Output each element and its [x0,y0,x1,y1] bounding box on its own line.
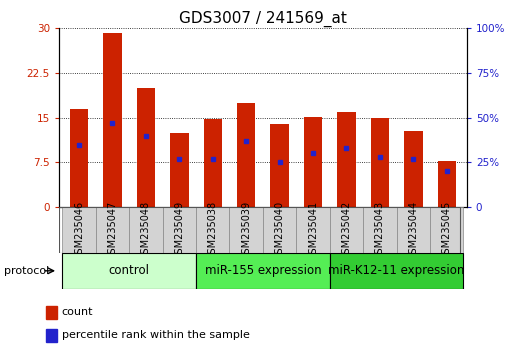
Text: percentile rank within the sample: percentile rank within the sample [62,330,250,341]
Bar [103,33,122,207]
FancyBboxPatch shape [129,207,163,253]
Text: GSM235046: GSM235046 [74,200,84,260]
Text: GSM235049: GSM235049 [174,200,184,260]
Text: protocol: protocol [4,266,49,276]
FancyBboxPatch shape [196,207,229,253]
FancyBboxPatch shape [63,207,96,253]
Text: GSM235038: GSM235038 [208,200,218,260]
Bar [404,131,423,207]
Bar [137,88,155,207]
Text: GSM235044: GSM235044 [408,200,418,260]
Bar [170,133,189,207]
Bar [270,124,289,207]
FancyBboxPatch shape [297,207,330,253]
FancyBboxPatch shape [363,207,397,253]
Text: GSM235047: GSM235047 [108,200,117,260]
FancyBboxPatch shape [397,207,430,253]
Text: miR-K12-11 expression: miR-K12-11 expression [328,264,465,277]
Text: GSM235043: GSM235043 [375,200,385,260]
Text: GSM235039: GSM235039 [241,200,251,260]
Bar [46,306,57,319]
Text: GSM235045: GSM235045 [442,200,452,260]
FancyBboxPatch shape [63,253,196,289]
Text: GSM235041: GSM235041 [308,200,318,260]
Bar [337,112,356,207]
Text: GSM235040: GSM235040 [274,200,285,260]
FancyBboxPatch shape [263,207,297,253]
Title: GDS3007 / 241569_at: GDS3007 / 241569_at [179,11,347,27]
FancyBboxPatch shape [330,253,463,289]
Bar [304,116,322,207]
Bar [371,118,389,207]
Bar [70,109,88,207]
Text: control: control [109,264,150,277]
FancyBboxPatch shape [96,207,129,253]
Bar [237,103,255,207]
FancyBboxPatch shape [163,207,196,253]
Text: miR-155 expression: miR-155 expression [205,264,321,277]
Text: GSM235048: GSM235048 [141,200,151,260]
Bar [438,161,456,207]
FancyBboxPatch shape [229,207,263,253]
Bar [46,329,57,342]
FancyBboxPatch shape [196,253,330,289]
Text: count: count [62,307,93,318]
FancyBboxPatch shape [330,207,363,253]
FancyBboxPatch shape [430,207,463,253]
Bar [204,119,222,207]
Text: GSM235042: GSM235042 [342,200,351,260]
